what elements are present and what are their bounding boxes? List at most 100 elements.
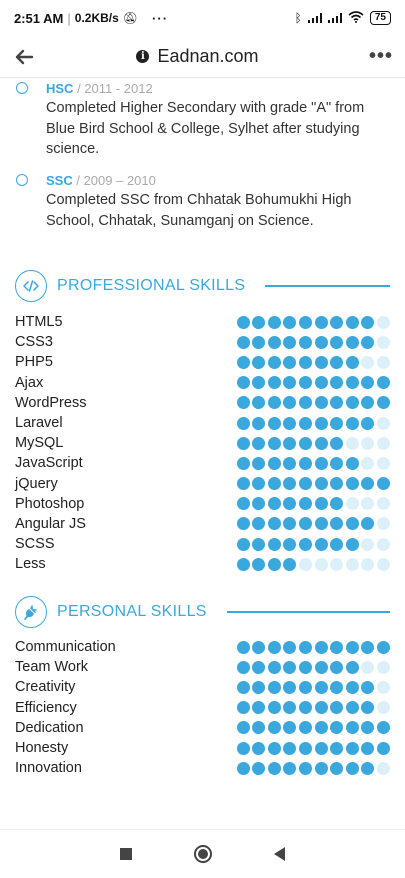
rating-dot-filled	[299, 721, 313, 735]
rating-dot-filled	[283, 416, 297, 430]
skill-name: Creativity	[15, 679, 76, 696]
code-icon	[15, 270, 47, 302]
rating-dot-filled	[345, 701, 359, 715]
bluetooth-icon: ᛒ	[294, 11, 302, 25]
education-item: HSC / 2011 - 2012 Completed Higher Secon…	[0, 78, 405, 158]
rating-dot-filled	[361, 396, 375, 410]
rating-dot-filled	[299, 416, 313, 430]
rating-dot-filled	[314, 640, 328, 654]
rating-dot-filled	[361, 741, 375, 755]
rating-dot-filled	[330, 456, 344, 470]
rating-dot-filled	[345, 456, 359, 470]
rating-dot-filled	[345, 660, 359, 674]
rating-dot-filled	[236, 517, 250, 531]
education-years: / 2011 - 2012	[73, 81, 153, 96]
skill-name: jQuery	[15, 475, 58, 492]
battery-indicator: 75	[369, 11, 391, 25]
rating-dot-filled	[330, 537, 344, 551]
rating-dot-filled	[345, 416, 359, 430]
skill-row: Dedication	[15, 718, 390, 738]
rating-dot-filled	[236, 640, 250, 654]
rating-dot-empty	[361, 557, 375, 571]
rating-dot-filled	[361, 680, 375, 694]
rating-dot-filled	[330, 396, 344, 410]
rating-dot-filled	[361, 416, 375, 430]
rating-dot-filled	[267, 477, 281, 491]
skill-name: Less	[15, 556, 46, 573]
rating-dot-filled	[252, 315, 266, 329]
education-degree: HSC	[46, 81, 74, 96]
rating-dot-filled	[299, 497, 313, 511]
rating-dot-filled	[283, 477, 297, 491]
rating-dot-empty	[377, 701, 390, 715]
rating-dot-filled	[314, 537, 328, 551]
rating-dot-filled	[330, 436, 344, 450]
rating-dot-filled	[283, 517, 297, 531]
skill-name: Honesty	[15, 740, 69, 757]
rating-dot-filled	[361, 477, 375, 491]
address-bar[interactable]: i Eadnan.com	[48, 46, 347, 67]
rating-dot-filled	[252, 517, 266, 531]
rating-dot-filled	[267, 721, 281, 735]
rating-dot-empty	[361, 497, 375, 511]
status-bar: 2:51 AM | 0.2KB/s 🔕︎ ··· ᛒ 75	[0, 0, 405, 36]
more-options-button[interactable]: •••	[357, 45, 405, 68]
rating-dot-filled	[345, 721, 359, 735]
skill-row: Team Work	[15, 657, 390, 677]
skill-row: HTML5	[15, 312, 390, 332]
rating-dot-filled	[345, 335, 359, 349]
section-divider	[265, 285, 390, 287]
rating-dot-filled	[299, 355, 313, 369]
rating-dot-filled	[236, 660, 250, 674]
rating-dot-filled	[361, 701, 375, 715]
rating-dot-filled	[345, 315, 359, 329]
rating-dot-filled	[299, 680, 313, 694]
rating-dot-filled	[252, 335, 266, 349]
rating-dot-filled	[252, 477, 266, 491]
skill-row: Honesty	[15, 738, 390, 758]
personal-skills-header: PERSONAL SKILLS	[15, 596, 390, 628]
rating-dot-filled	[252, 416, 266, 430]
rating-dot-filled	[314, 456, 328, 470]
home-button[interactable]	[194, 845, 212, 863]
skill-rating	[236, 741, 390, 755]
rating-dot-filled	[267, 315, 281, 329]
back-button[interactable]	[0, 36, 48, 78]
rating-dot-filled	[330, 640, 344, 654]
rating-dot-filled	[330, 477, 344, 491]
education-description: Completed SSC from Chhatak Bohumukhi Hig…	[46, 192, 352, 229]
rating-dot-filled	[299, 660, 313, 674]
skill-rating	[236, 557, 390, 571]
rating-dot-filled	[252, 497, 266, 511]
rating-dot-filled	[299, 396, 313, 410]
plug-icon	[15, 596, 47, 628]
rating-dot-filled	[299, 701, 313, 715]
rating-dot-empty	[345, 436, 359, 450]
personal-skills-list: Communication Team Work Creativity Efficien…	[15, 637, 390, 778]
back-nav-button[interactable]	[274, 847, 285, 861]
rating-dot-filled	[283, 640, 297, 654]
rating-dot-empty	[377, 557, 390, 571]
rating-dot-filled	[361, 376, 375, 390]
skill-row: Laravel	[15, 413, 390, 433]
rating-dot-empty	[361, 456, 375, 470]
skill-rating	[236, 315, 390, 329]
rating-dot-filled	[252, 640, 266, 654]
rating-dot-filled	[267, 376, 281, 390]
rating-dot-filled	[252, 436, 266, 450]
arrow-left-icon	[15, 49, 34, 64]
professional-skills-header: PROFESSIONAL SKILLS	[15, 270, 390, 302]
rating-dot-filled	[330, 721, 344, 735]
rating-dot-filled	[267, 416, 281, 430]
recent-apps-button[interactable]	[120, 848, 132, 860]
rating-dot-filled	[267, 396, 281, 410]
info-icon[interactable]: i	[136, 50, 150, 63]
rating-dot-filled	[267, 497, 281, 511]
skill-name: Angular JS	[15, 515, 86, 532]
rating-dot-empty	[377, 335, 390, 349]
rating-dot-filled	[314, 376, 328, 390]
rating-dot-filled	[377, 376, 390, 390]
status-speed: 0.2KB/s	[74, 11, 119, 25]
rating-dot-filled	[330, 497, 344, 511]
rating-dot-filled	[236, 537, 250, 551]
